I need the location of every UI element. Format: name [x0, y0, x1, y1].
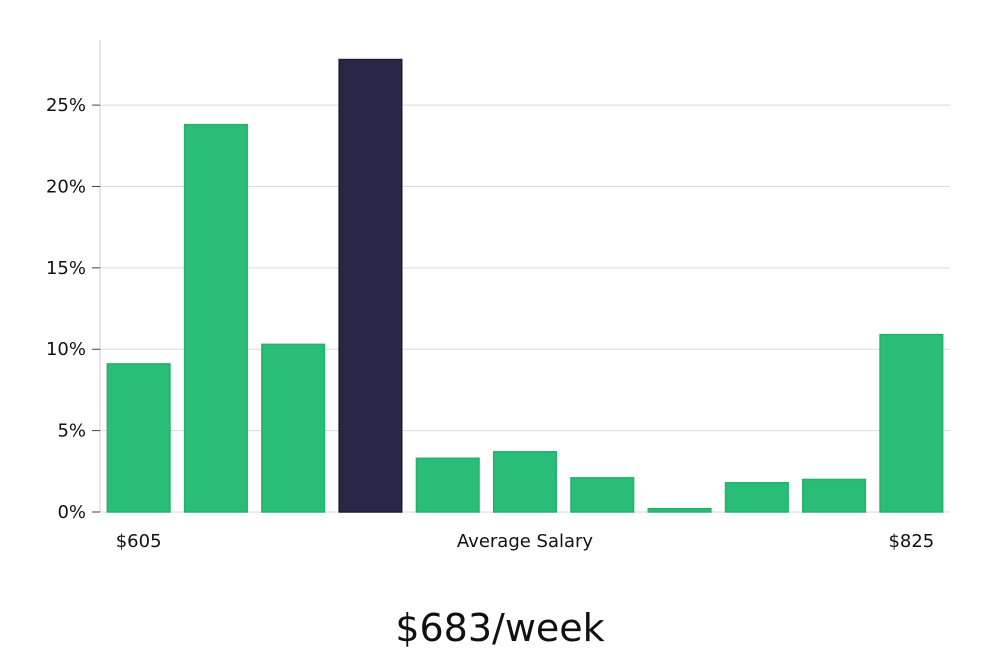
bar: [261, 343, 326, 513]
x-label-left: $605: [116, 531, 162, 552]
y-tick-label: 15%: [46, 258, 86, 279]
x-axis-label: Average Salary: [457, 531, 594, 552]
y-tick-label: 0%: [57, 502, 86, 523]
average-salary-value: $683/week: [395, 606, 605, 650]
y-tick-label: 5%: [57, 421, 86, 442]
bar: [802, 478, 867, 513]
bar: [492, 451, 558, 513]
bars-group: [106, 58, 944, 513]
bar: [106, 363, 171, 513]
bar: [879, 333, 944, 513]
y-axis-ticks: 0% 5% 10% 15% 20% 25%: [46, 95, 100, 523]
bar: [183, 123, 248, 513]
y-tick-label: 10%: [46, 339, 86, 360]
bar: [724, 481, 789, 513]
bar: [570, 477, 635, 513]
x-label-right: $825: [888, 531, 934, 552]
bar: [647, 507, 712, 513]
bar: [415, 457, 480, 513]
y-tick-label: 25%: [46, 95, 86, 116]
y-tick-label: 20%: [46, 176, 86, 197]
bar-highlighted: [338, 58, 403, 513]
